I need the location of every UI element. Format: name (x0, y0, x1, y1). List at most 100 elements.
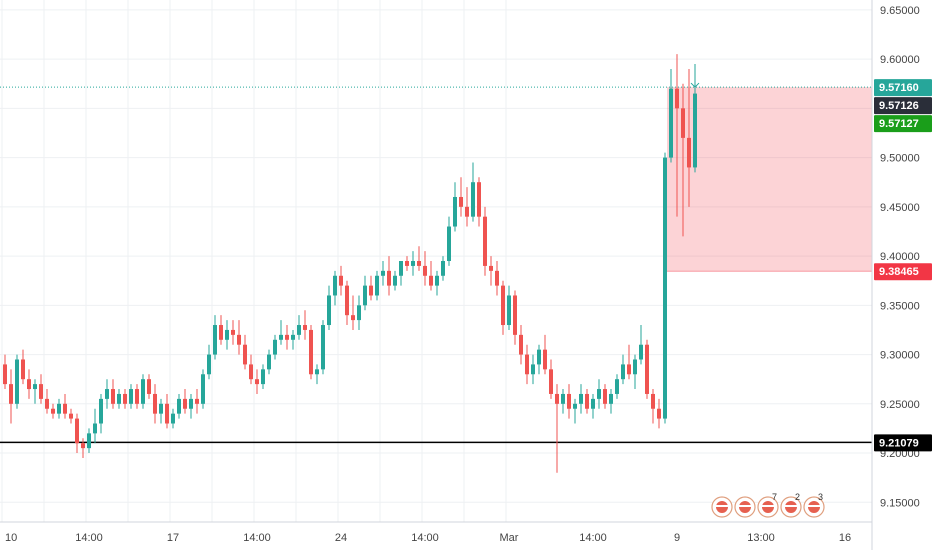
candle[interactable] (153, 384, 157, 424)
candle[interactable] (273, 334, 277, 360)
candle[interactable] (141, 374, 145, 409)
candle[interactable] (381, 261, 385, 286)
candle[interactable] (657, 398, 661, 429)
candle[interactable] (603, 384, 607, 409)
candle[interactable] (27, 369, 31, 399)
candle[interactable] (615, 374, 619, 399)
candle[interactable] (225, 320, 229, 350)
candle[interactable] (117, 389, 121, 409)
candle[interactable] (477, 177, 481, 227)
candle[interactable] (405, 256, 409, 271)
candle[interactable] (579, 384, 583, 414)
candle[interactable] (69, 408, 73, 424)
candle[interactable] (33, 379, 37, 404)
candle[interactable] (249, 354, 253, 385)
event-flag-icon[interactable]: 2 (780, 492, 802, 518)
candle[interactable] (9, 369, 13, 424)
candle[interactable] (555, 384, 559, 473)
event-flag-icon[interactable]: 3 (803, 492, 825, 518)
candle[interactable] (261, 364, 265, 390)
candle[interactable] (423, 251, 427, 286)
candle[interactable] (3, 354, 7, 390)
candle[interactable] (339, 265, 343, 296)
candle[interactable] (171, 408, 175, 429)
candle[interactable] (315, 364, 319, 385)
candle[interactable] (57, 398, 61, 419)
candle[interactable] (309, 325, 313, 380)
candle[interactable] (81, 438, 85, 458)
candle[interactable] (351, 295, 355, 330)
candle[interactable] (21, 349, 25, 385)
candle[interactable] (105, 379, 109, 409)
candle[interactable] (213, 315, 217, 360)
candle[interactable] (663, 152, 667, 424)
candle[interactable] (585, 389, 589, 414)
event-markers[interactable]: 7 2 3 (711, 492, 825, 518)
candle[interactable] (489, 256, 493, 286)
candle[interactable] (591, 393, 595, 419)
candle[interactable] (441, 256, 445, 281)
candle[interactable] (375, 270, 379, 301)
candle[interactable] (333, 270, 337, 306)
candle[interactable] (525, 344, 529, 385)
candle[interactable] (165, 393, 169, 429)
event-flag-icon[interactable] (734, 496, 756, 518)
candle[interactable] (189, 393, 193, 419)
candle[interactable] (231, 320, 235, 345)
candle[interactable] (177, 393, 181, 419)
candle[interactable] (561, 389, 565, 414)
candle[interactable] (297, 315, 301, 340)
event-flag-icon[interactable] (711, 496, 733, 518)
candle[interactable] (483, 206, 487, 276)
candle[interactable] (633, 354, 637, 390)
candle[interactable] (417, 246, 421, 271)
candle[interactable] (267, 349, 271, 375)
candle[interactable] (159, 398, 163, 424)
candle[interactable] (501, 280, 505, 335)
candle[interactable] (537, 344, 541, 375)
candle[interactable] (453, 182, 457, 232)
candle[interactable] (291, 329, 295, 350)
candle[interactable] (45, 389, 49, 414)
time-axis[interactable]: 10 14:00 17 14:00 24 14:00 Mar 14:00 9 13:00 16 (0, 521, 872, 544)
candle[interactable] (687, 68, 691, 207)
candle[interactable] (201, 369, 205, 409)
candle[interactable] (531, 354, 535, 385)
candle[interactable] (135, 384, 139, 409)
candle[interactable] (435, 270, 439, 296)
loss-zone[interactable] (667, 87, 872, 272)
candle[interactable] (243, 334, 247, 370)
candle[interactable] (573, 398, 577, 424)
candle[interactable] (129, 384, 133, 409)
candle[interactable] (645, 339, 649, 399)
candle[interactable] (357, 295, 361, 330)
candle[interactable] (327, 285, 331, 330)
candle[interactable] (609, 389, 613, 414)
candle[interactable] (513, 290, 517, 345)
candle[interactable] (669, 68, 673, 163)
candle[interactable] (363, 275, 367, 311)
candle[interactable] (471, 162, 475, 222)
candle[interactable] (549, 359, 553, 399)
candle[interactable] (183, 389, 187, 414)
candle[interactable] (387, 256, 391, 296)
candle[interactable] (459, 177, 463, 217)
candle[interactable] (255, 369, 259, 394)
candle[interactable] (75, 413, 79, 454)
candle[interactable] (507, 285, 511, 330)
candle[interactable] (111, 379, 115, 409)
candle[interactable] (285, 325, 289, 350)
candle[interactable] (369, 275, 373, 301)
candle[interactable] (279, 320, 283, 345)
event-flag-icon[interactable]: 7 (757, 492, 779, 518)
candle[interactable] (147, 374, 151, 399)
candle[interactable] (447, 216, 451, 266)
candle[interactable] (207, 344, 211, 380)
candle[interactable] (411, 251, 415, 276)
candle[interactable] (321, 320, 325, 375)
candle[interactable] (15, 354, 19, 409)
candle[interactable] (651, 389, 655, 424)
candle[interactable] (429, 261, 433, 291)
candle[interactable] (495, 261, 499, 296)
